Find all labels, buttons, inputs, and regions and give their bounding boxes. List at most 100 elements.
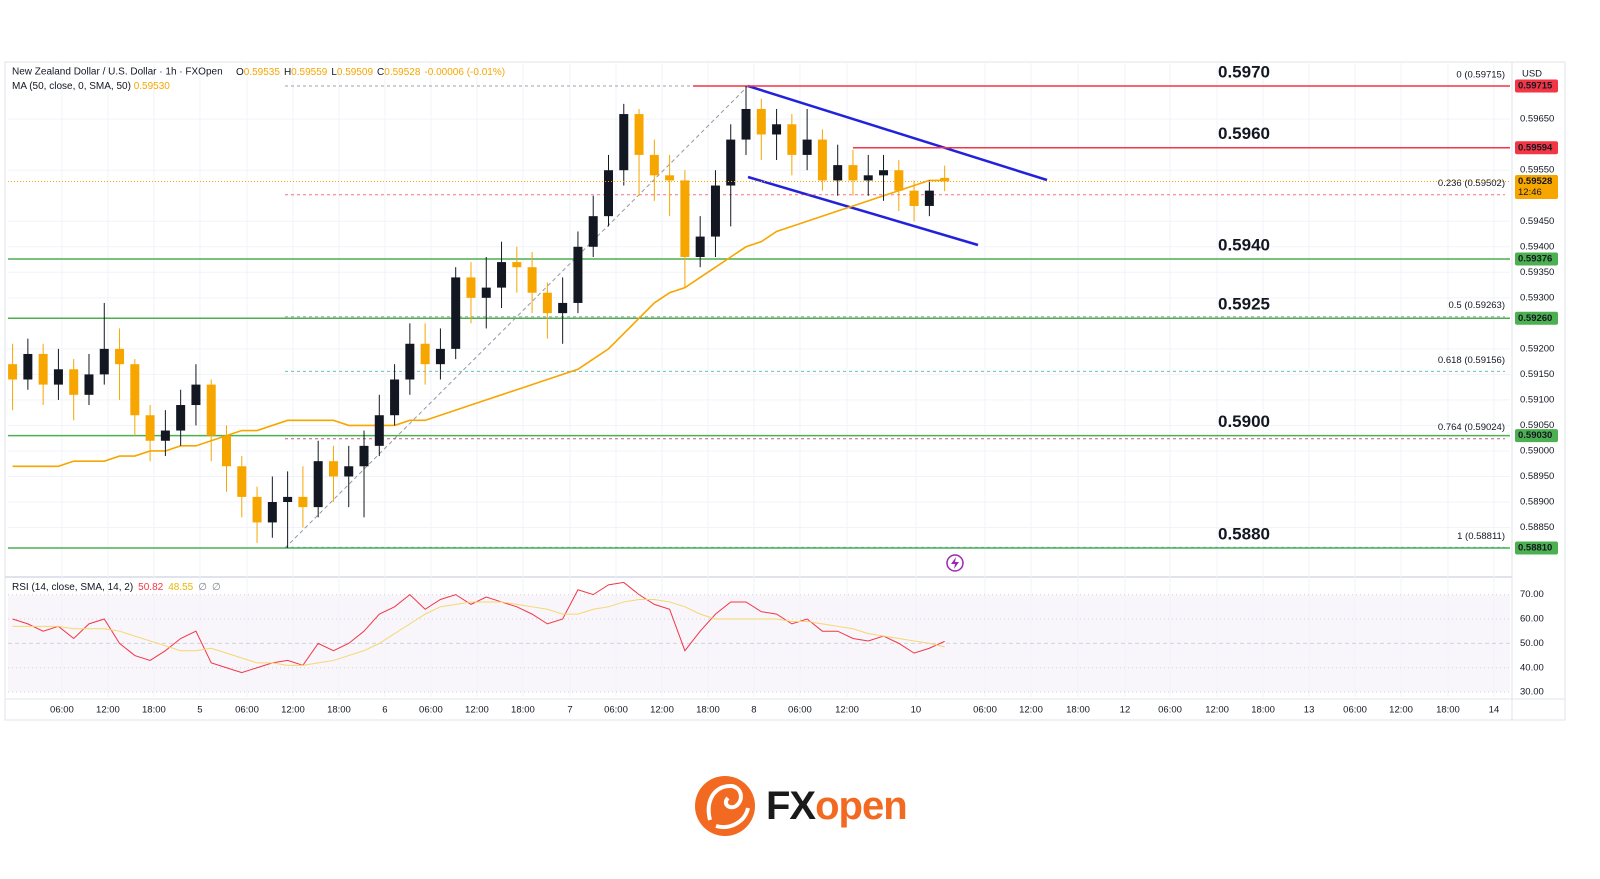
- x-tick-label: 18:00: [1436, 705, 1460, 716]
- ohlc-part: H: [284, 67, 291, 78]
- candle-body: [328, 461, 338, 477]
- brand-open: open: [815, 784, 907, 828]
- level-label: 0.5880: [1218, 524, 1270, 543]
- x-tick-label: 5: [197, 705, 202, 716]
- candle-body: [542, 292, 552, 314]
- x-tick-label: 18:00: [696, 705, 720, 716]
- x-tick-label: 06:00: [604, 705, 628, 716]
- rsi-legend-value: 50.82: [138, 582, 163, 593]
- candle-body: [634, 114, 644, 155]
- candle-body: [894, 170, 904, 191]
- fib-label: 0.5 (0.59263): [1448, 300, 1505, 311]
- x-tick-label: 18:00: [142, 705, 166, 716]
- channel-lower: [747, 175, 979, 247]
- rsi-line: [12, 599, 945, 666]
- candle-body: [191, 384, 201, 406]
- countdown: 12:46: [1518, 187, 1542, 198]
- ma-legend: MA (50, close, 0, SMA, 50) 0.59530: [12, 81, 170, 92]
- y-tick-label: 0.59000: [1520, 445, 1554, 456]
- candle-body: [756, 108, 766, 135]
- price-tag: [1515, 141, 1558, 155]
- candle-body: [374, 415, 384, 446]
- ma-label: MA (50, close, 0, SMA, 50): [12, 81, 131, 92]
- candle-body: [833, 165, 843, 181]
- candle-body: [481, 287, 491, 298]
- price-tag-label: 0.58810: [1518, 542, 1552, 553]
- x-tick-label: 12:00: [1389, 705, 1413, 716]
- x-tick-label: 06:00: [1343, 705, 1367, 716]
- fib-label: 0 (0.59715): [1456, 70, 1505, 81]
- level-label: 0.5960: [1218, 124, 1270, 143]
- y-tick-label: 70.00: [1520, 589, 1544, 600]
- fib-label: 0.764 (0.59024): [1438, 422, 1505, 433]
- brand-name: FXopen: [766, 784, 907, 828]
- candle-body: [665, 175, 675, 181]
- x-tick-label: 13: [1304, 705, 1315, 716]
- level-label: 0.5900: [1218, 412, 1270, 431]
- y-tick-label: 50.00: [1520, 638, 1544, 649]
- candle-body: [680, 180, 690, 257]
- candle-body: [237, 466, 247, 497]
- x-tick-label: 6: [382, 705, 387, 716]
- last-price-label: 0.59528: [1518, 176, 1552, 187]
- x-tick-label: 10: [911, 705, 922, 716]
- candle-body: [252, 496, 262, 523]
- y-tick-label: 0.58900: [1520, 497, 1554, 508]
- ohlc-readout: O0.59535 H0.59559 L0.59509 C0.59528 -0.00006…: [236, 67, 505, 78]
- ohlc-part: 0.59559: [291, 67, 328, 78]
- grid: [8, 62, 1510, 697]
- y-tick-label: 0.59150: [1520, 369, 1554, 380]
- candle-body: [649, 154, 659, 176]
- ohlc-part: L: [331, 67, 337, 78]
- brand-fx: FX: [766, 784, 816, 828]
- y-tick-label: 30.00: [1520, 687, 1544, 698]
- candle-body: [176, 405, 186, 431]
- candle-body: [69, 369, 79, 395]
- candle-body: [588, 216, 598, 247]
- ohlc-part: 0.59528: [384, 67, 421, 78]
- candle-body: [298, 496, 308, 508]
- channel-upper: [747, 84, 1048, 182]
- y-tick-label: 0.58950: [1520, 471, 1554, 482]
- candle-body: [115, 348, 125, 365]
- x-tick-label: 18:00: [1066, 705, 1090, 716]
- rsi-legend: RSI (14, close, SMA, 14, 2) 50.82 48.55 ∅ ∅: [12, 582, 221, 593]
- ohlc-part: -0.00006 (-0.01%): [424, 67, 505, 78]
- last-price-tag: [1515, 174, 1558, 199]
- y-tick-label: 0.59300: [1520, 292, 1554, 303]
- y-tick-label: 0.59200: [1520, 343, 1554, 354]
- candle-body: [940, 177, 950, 182]
- level-label: 0.5925: [1218, 295, 1270, 314]
- rsi-line: [12, 581, 945, 674]
- rsi-legend-value: ∅: [212, 582, 221, 593]
- candle-body: [619, 114, 629, 171]
- x-tick-label: 12:00: [465, 705, 489, 716]
- candle-body: [206, 384, 216, 436]
- y-tick-label: 60.00: [1520, 614, 1544, 625]
- candle-body: [145, 415, 155, 441]
- candle-body: [84, 374, 94, 395]
- candle-body: [573, 246, 583, 303]
- price-tag-label: 0.59715: [1518, 81, 1553, 92]
- candle-body: [512, 262, 522, 268]
- candle-body: [405, 343, 415, 380]
- level-label: 0.5940: [1218, 236, 1270, 255]
- candle-body: [267, 502, 277, 523]
- x-tick-label: 06:00: [1158, 705, 1182, 716]
- candle-body: [787, 124, 797, 155]
- y-tick-label: 0.59400: [1520, 241, 1554, 252]
- candle-body: [603, 170, 613, 217]
- ohlc-part: C: [377, 67, 384, 78]
- y-tick-label: 0.59450: [1520, 216, 1554, 227]
- price-tag-label: 0.59594: [1518, 142, 1553, 153]
- x-tick-label: 18:00: [327, 705, 351, 716]
- brand-logo: FXopen: [695, 776, 908, 836]
- candle-body: [313, 461, 323, 508]
- candle-body: [802, 139, 812, 155]
- x-tick-label: 18:00: [1251, 705, 1275, 716]
- price-tag-label: 0.59030: [1518, 430, 1552, 441]
- price-tag: [1515, 429, 1558, 443]
- x-tick-label: 12:00: [835, 705, 859, 716]
- x-tick-label: 14: [1489, 705, 1500, 716]
